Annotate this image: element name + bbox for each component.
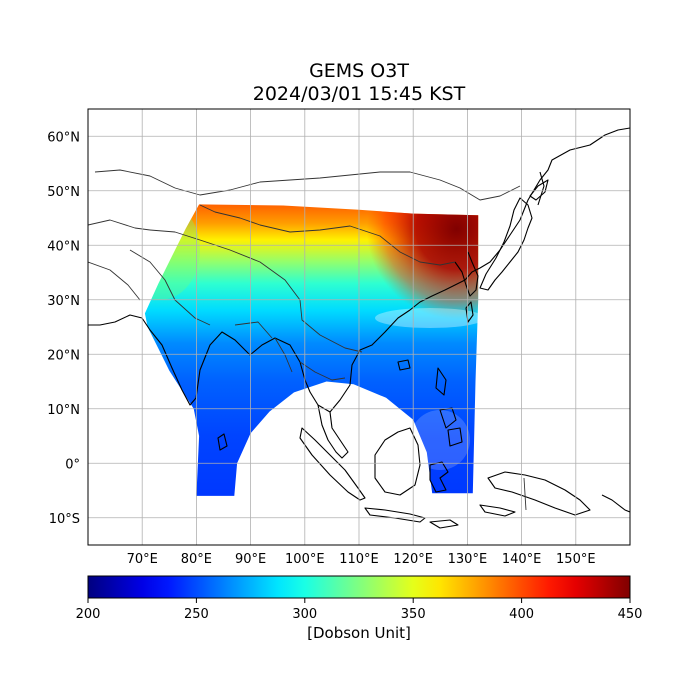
longitude-tick-label: 80°E: [181, 552, 212, 567]
colorbar-tick-label: 300: [292, 607, 317, 622]
colorbar: [87, 575, 631, 599]
colorbar-tick-label: 350: [401, 607, 426, 622]
longitude-tick-label: 110°E: [339, 552, 379, 567]
latitude-tick-label: 50°N: [47, 185, 80, 200]
longitude-tick-label: 90°E: [235, 552, 266, 567]
colorbar-tick-label: 450: [618, 607, 643, 622]
colorbar-tick-label: 400: [509, 607, 534, 622]
gridlines: [88, 109, 630, 545]
latitude-tick-label: 10°N: [47, 403, 80, 418]
latitude-tick-label: 20°N: [47, 348, 80, 363]
colorbar-unit-label: [Dobson Unit]: [307, 624, 411, 642]
map-subtitle-datetime: 2024/03/01 15:45 KST: [252, 83, 466, 105]
colorbar-ticks: 200 250 300 350 400 450: [76, 598, 643, 622]
latitude-tick-label: 30°N: [47, 294, 80, 309]
longitude-tick-label: 100°E: [285, 552, 325, 567]
longitude-tick-label: 140°E: [502, 552, 542, 567]
latitude-tick-label: 0°: [65, 457, 80, 472]
longitude-tick-label: 120°E: [393, 552, 433, 567]
longitude-tick-labels: 70°E 80°E 90°E 100°E 110°E 120°E 130°E 140°E 150…: [127, 552, 596, 567]
colorbar-tick-label: 200: [76, 607, 101, 622]
latitude-tick-label: 10°S: [49, 512, 80, 527]
map-title: GEMS O3T: [309, 60, 409, 82]
longitude-tick-label: 130°E: [448, 552, 488, 567]
latitude-tick-label: 40°N: [47, 239, 80, 254]
latitude-tick-label: 60°N: [47, 130, 80, 145]
coastlines-borders: [88, 127, 630, 529]
longitude-tick-label: 70°E: [127, 552, 158, 567]
longitude-tick-label: 150°E: [556, 552, 596, 567]
colorbar-tick-label: 250: [184, 607, 209, 622]
latitude-tick-labels: 60°N 50°N 40°N 30°N 20°N 10°N 0° 10°S: [47, 130, 80, 527]
map-frame: [87, 108, 631, 546]
